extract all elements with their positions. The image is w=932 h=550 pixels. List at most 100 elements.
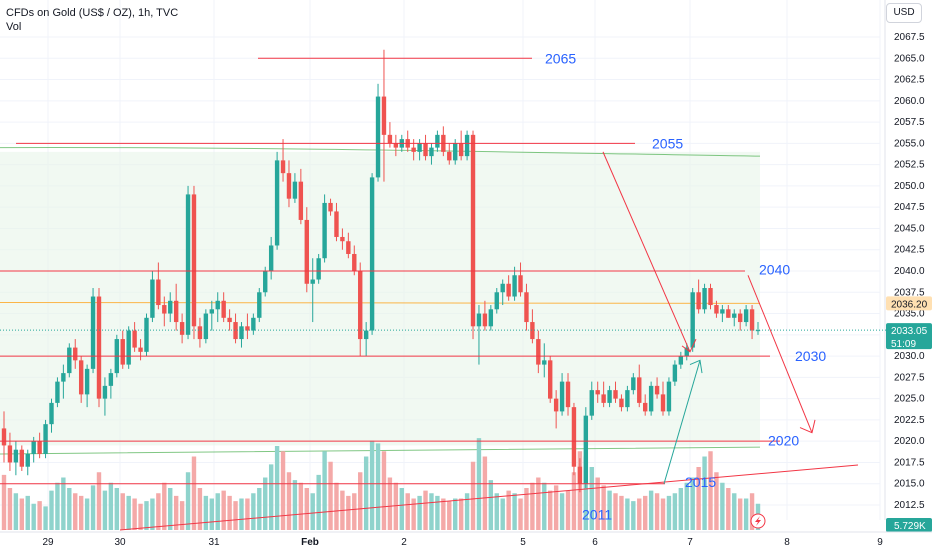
volume-bar bbox=[37, 501, 42, 530]
price-tick-label: 2055.0 bbox=[894, 138, 925, 149]
candle-body bbox=[78, 360, 84, 395]
volume-bar bbox=[215, 493, 220, 530]
candle-body bbox=[138, 347, 143, 352]
price-tick-label: 2022.5 bbox=[894, 415, 925, 426]
candle-body bbox=[227, 317, 232, 323]
price-tick-label: 2045.0 bbox=[894, 223, 925, 234]
candle-body bbox=[743, 309, 749, 323]
candle-body bbox=[453, 143, 458, 161]
candle-body bbox=[714, 305, 719, 314]
candle-body bbox=[84, 368, 90, 395]
volume-bar bbox=[619, 495, 624, 530]
candle-body bbox=[553, 398, 559, 412]
price-tick-label: 2067.5 bbox=[894, 32, 925, 43]
price-tick-label: 2025.0 bbox=[894, 394, 925, 405]
price-tick-label: 2020.0 bbox=[894, 436, 925, 447]
candle-body bbox=[340, 236, 345, 242]
level-annotation: 2020 bbox=[768, 432, 799, 448]
price-tick-label: 2030.0 bbox=[894, 351, 925, 362]
candle-body bbox=[536, 339, 541, 365]
candle-body bbox=[43, 424, 48, 454]
volume-bar bbox=[470, 461, 476, 530]
candle-body bbox=[120, 339, 125, 365]
candle-body bbox=[316, 258, 321, 280]
candle-body bbox=[73, 347, 78, 361]
candle-body bbox=[470, 134, 476, 327]
candle-body bbox=[358, 271, 363, 340]
candle-body bbox=[381, 96, 387, 135]
volume-bar bbox=[429, 493, 434, 530]
candle-body bbox=[672, 364, 678, 382]
currency-button[interactable]: USD bbox=[886, 3, 922, 23]
ma-price-tag-text: 2036.20 bbox=[891, 299, 928, 310]
volume-bar bbox=[648, 490, 654, 530]
candle-body bbox=[55, 381, 60, 403]
candle-body bbox=[233, 322, 238, 340]
candle-body bbox=[458, 143, 464, 157]
volume-bar bbox=[168, 488, 173, 530]
volume-bar bbox=[13, 493, 19, 530]
volume-bar bbox=[257, 488, 262, 530]
volume-bar bbox=[583, 456, 589, 530]
volume-bar bbox=[464, 493, 470, 530]
candle-body bbox=[191, 194, 197, 327]
candle-body bbox=[173, 300, 179, 323]
volume-bar bbox=[73, 493, 78, 530]
volume-tag-text: 5.729K bbox=[894, 521, 926, 532]
volume-bar bbox=[274, 446, 280, 530]
price-tick-label: 2015.0 bbox=[894, 479, 925, 490]
volume-bar bbox=[363, 456, 369, 530]
candle-body bbox=[144, 317, 149, 352]
volume-bar bbox=[179, 501, 185, 530]
volume-bar bbox=[375, 443, 381, 530]
volume-tag bbox=[886, 518, 932, 532]
candle-body bbox=[696, 292, 701, 310]
volume-bar bbox=[334, 482, 339, 530]
volume-bar bbox=[221, 490, 226, 530]
volume-bar bbox=[292, 480, 298, 530]
volume-bar bbox=[156, 493, 161, 530]
volume-bar bbox=[310, 493, 315, 530]
candle-body bbox=[732, 313, 737, 318]
volume-bar bbox=[660, 498, 666, 530]
candle-body bbox=[583, 415, 589, 484]
volume-bar bbox=[61, 477, 66, 530]
volume-bar bbox=[209, 498, 214, 530]
volume-bar bbox=[702, 456, 707, 530]
time-tick-label: 2 bbox=[401, 537, 407, 548]
candle-body bbox=[369, 177, 375, 331]
volume-bar bbox=[559, 493, 565, 530]
candle-body bbox=[619, 398, 624, 408]
volume-bar bbox=[696, 467, 701, 530]
candle-body bbox=[96, 296, 102, 399]
volume-bar bbox=[298, 482, 304, 530]
price-tick-label: 2052.5 bbox=[894, 160, 925, 171]
falling-arrow-line bbox=[602, 151, 691, 353]
candle-body bbox=[577, 466, 583, 484]
volume-bar bbox=[542, 482, 547, 530]
time-tick-label: 9 bbox=[877, 537, 883, 548]
candle-body bbox=[203, 313, 209, 340]
candle-body bbox=[251, 317, 256, 331]
candle-body bbox=[708, 288, 713, 306]
volume-bar bbox=[263, 477, 268, 530]
volume-bar bbox=[102, 490, 108, 530]
candle-body bbox=[417, 143, 422, 152]
volume-bar bbox=[120, 493, 125, 530]
volume-bar bbox=[280, 451, 286, 530]
volume-label: Vol bbox=[6, 21, 22, 33]
price-tick-label: 2017.5 bbox=[894, 457, 925, 468]
candle-body bbox=[162, 305, 167, 314]
volume-bar bbox=[524, 488, 529, 530]
volume-bar bbox=[322, 451, 327, 530]
volume-bar bbox=[613, 493, 618, 530]
candle-body bbox=[304, 219, 309, 284]
arrow-head bbox=[681, 338, 697, 353]
volume-bar bbox=[84, 498, 90, 530]
candle-body bbox=[684, 347, 689, 357]
volume-bar bbox=[245, 498, 250, 530]
candle-body bbox=[559, 381, 565, 412]
candle-body bbox=[500, 283, 505, 293]
